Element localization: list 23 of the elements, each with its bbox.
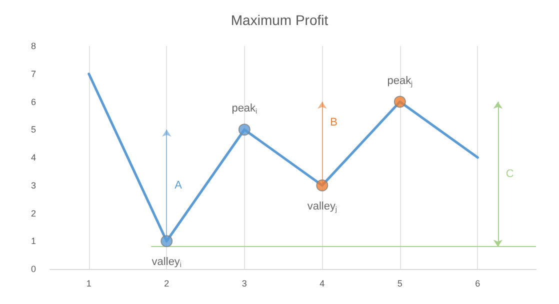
x-tick-label: 3 <box>242 278 247 288</box>
point <box>316 179 328 192</box>
point <box>238 124 250 136</box>
point <box>160 235 173 248</box>
y-tick-label: 3 <box>30 180 36 190</box>
x-tick-label: 6 <box>475 278 480 288</box>
x-tick-label: 1 <box>86 278 92 288</box>
y-tick-label: 1 <box>30 236 36 246</box>
annotation: B <box>330 116 338 129</box>
y-tick-label: 6 <box>30 96 36 107</box>
chart-title: Maximum Profit <box>230 12 328 28</box>
y-tick-label: 0 <box>30 264 36 274</box>
y-tick-label: 7 <box>30 68 36 79</box>
x-tick-label: 5 <box>397 278 402 288</box>
y-tick-label: 5 <box>30 124 36 135</box>
y-tick-label: 8 <box>30 41 36 51</box>
annotation: A <box>174 179 183 192</box>
y-tick-label: 4 <box>30 152 36 162</box>
y-tick-label: 2 <box>30 208 36 218</box>
x-tick-label: 4 <box>320 278 325 288</box>
x-tick-label: 2 <box>164 278 170 288</box>
point <box>394 96 406 108</box>
annotation: C <box>506 168 514 180</box>
